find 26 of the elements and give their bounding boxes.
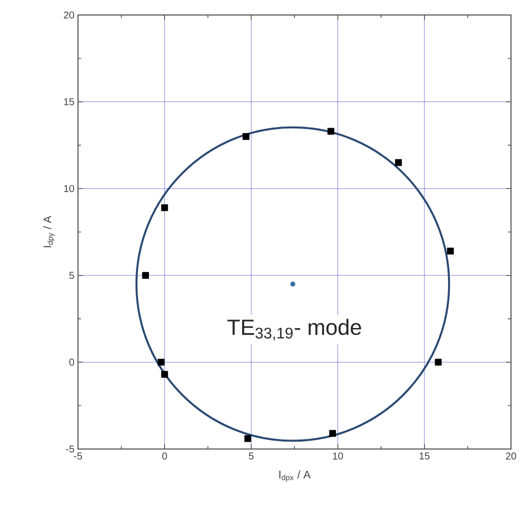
point xyxy=(242,133,250,140)
y-axis-title: I$_{dpy}$ / A xyxy=(43,216,55,248)
point xyxy=(142,272,149,279)
point xyxy=(446,248,454,254)
point xyxy=(244,435,252,442)
y-tick-label: 0 xyxy=(69,358,74,366)
point xyxy=(329,430,336,437)
y-tick-label: 5 xyxy=(69,272,74,279)
point xyxy=(161,204,168,212)
y-tick-label: 15 xyxy=(64,98,74,106)
annotation: TE$_{33,19}$- mode xyxy=(227,318,362,340)
x-tick-label: -5 xyxy=(74,452,82,460)
x-tick-label: 15 xyxy=(420,452,430,460)
x-tick-label: 20 xyxy=(506,452,516,460)
point xyxy=(158,358,165,366)
point xyxy=(327,128,334,135)
point xyxy=(434,358,442,366)
point xyxy=(395,159,402,166)
x-axis-title: I$_{dpx}$ / A xyxy=(279,470,311,482)
y-tick-label: -5 xyxy=(66,446,74,452)
x-tick-label: 5 xyxy=(248,452,254,460)
x-tick-label: 10 xyxy=(333,452,343,460)
x-tick-label: 0 xyxy=(162,452,167,460)
y-tick-label: 10 xyxy=(64,185,74,192)
y-tick-label: 20 xyxy=(64,11,74,19)
point xyxy=(161,370,168,378)
